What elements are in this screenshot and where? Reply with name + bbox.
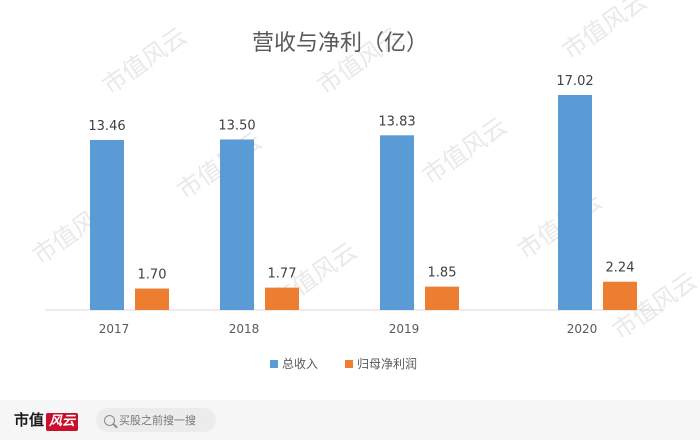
watermark-text: 市值风云: [417, 112, 512, 190]
x-tick-labels: 2017 2018 2019 2020: [99, 322, 598, 336]
bar-net-profit-2020: [603, 281, 637, 310]
legend-label: 总收入: [282, 357, 318, 371]
watermark-text: 市值风云: [557, 0, 652, 65]
x-tick-label: 2019: [389, 322, 420, 336]
footer-bar: 市值 风云 买股之前搜一搜: [0, 400, 700, 440]
data-label: 1.77: [268, 267, 297, 282]
data-label: 2.24: [606, 261, 635, 276]
data-label: 1.70: [138, 268, 167, 283]
bar-chart: 市值风云市值风云市值风云市值风云市值风云市值风云市值风云市值风云市值风云 营收与…: [27, 0, 700, 371]
bar-revenue-2017: [90, 139, 124, 310]
brand-name: 市值: [14, 411, 45, 429]
chart-panel: 市值风云市值风云市值风云市值风云市值风云市值风云市值风云市值风云市值风云 营收与…: [0, 0, 700, 401]
legend-swatch: [345, 360, 353, 368]
search-icon: [104, 414, 115, 426]
data-label: 1.85: [428, 266, 457, 281]
x-tick-label: 2020: [567, 322, 598, 336]
bar-revenue-2019: [380, 135, 414, 310]
bar-net-profit-2017: [135, 288, 169, 310]
legend-swatch: [270, 360, 278, 368]
legend: 总收入 归母净利润: [270, 357, 417, 371]
data-label: 13.83: [378, 114, 415, 129]
bar-net-profit-2018: [265, 287, 299, 310]
labels-layer: 13.46 13.50 13.83 17.02 1.70 1.77 1.85 2.24: [88, 74, 634, 283]
x-tick-label: 2018: [229, 322, 260, 336]
bar-revenue-2018: [220, 139, 254, 310]
search-placeholder: 买股之前搜一搜: [119, 414, 196, 427]
bar-net-profit-2019: [425, 286, 459, 310]
bars-layer: [90, 95, 637, 310]
data-label: 13.50: [218, 118, 255, 133]
chart-title: 营收与净利（亿）: [252, 31, 428, 56]
watermark-text: 市值风云: [97, 22, 192, 100]
legend-label: 归母净利润: [357, 357, 417, 371]
x-tick-label: 2017: [99, 322, 130, 336]
data-label: 13.46: [88, 119, 125, 134]
brand-stamp: 风云: [46, 413, 79, 431]
brand-logo[interactable]: 市值 风云: [14, 409, 79, 431]
data-label: 17.02: [556, 74, 593, 89]
bar-revenue-2020: [558, 95, 592, 310]
search-box[interactable]: 买股之前搜一搜: [96, 408, 216, 432]
